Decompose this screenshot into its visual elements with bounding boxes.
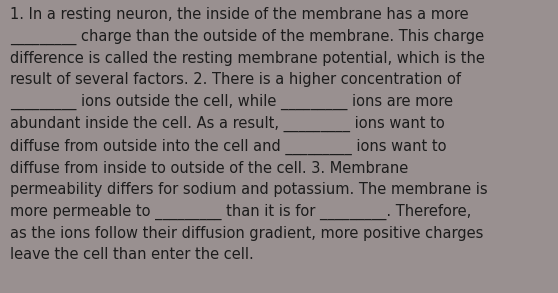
Text: 1. In a resting neuron, the inside of the membrane has a more
_________ charge t: 1. In a resting neuron, the inside of th… <box>10 7 488 262</box>
